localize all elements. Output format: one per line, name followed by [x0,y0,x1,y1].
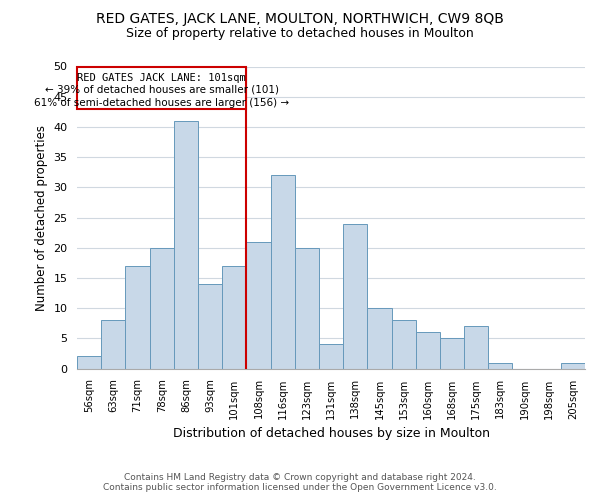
Y-axis label: Number of detached properties: Number of detached properties [35,124,47,310]
Bar [440,338,464,368]
Bar [319,344,343,368]
Text: ← 39% of detached houses are smaller (101): ← 39% of detached houses are smaller (10… [45,84,279,94]
Text: RED GATES, JACK LANE, MOULTON, NORTHWICH, CW9 8QB: RED GATES, JACK LANE, MOULTON, NORTHWICH… [96,12,504,26]
Bar [247,242,271,368]
Bar [222,266,247,368]
Bar [101,320,125,368]
Text: RED GATES JACK LANE: 101sqm: RED GATES JACK LANE: 101sqm [77,72,246,83]
FancyBboxPatch shape [77,66,247,109]
Bar [295,248,319,368]
Bar [343,224,367,368]
Bar [561,362,585,368]
Text: Size of property relative to detached houses in Moulton: Size of property relative to detached ho… [126,28,474,40]
Text: 61% of semi-detached houses are larger (156) →: 61% of semi-detached houses are larger (… [34,98,289,108]
Bar [271,175,295,368]
Bar [416,332,440,368]
Bar [488,362,512,368]
X-axis label: Distribution of detached houses by size in Moulton: Distribution of detached houses by size … [173,427,490,440]
Text: Contains HM Land Registry data © Crown copyright and database right 2024.
Contai: Contains HM Land Registry data © Crown c… [103,473,497,492]
Bar [149,248,174,368]
Bar [464,326,488,368]
Bar [125,266,149,368]
Bar [77,356,101,368]
Bar [174,121,198,368]
Bar [198,284,222,368]
Bar [367,308,392,368]
Bar [392,320,416,368]
